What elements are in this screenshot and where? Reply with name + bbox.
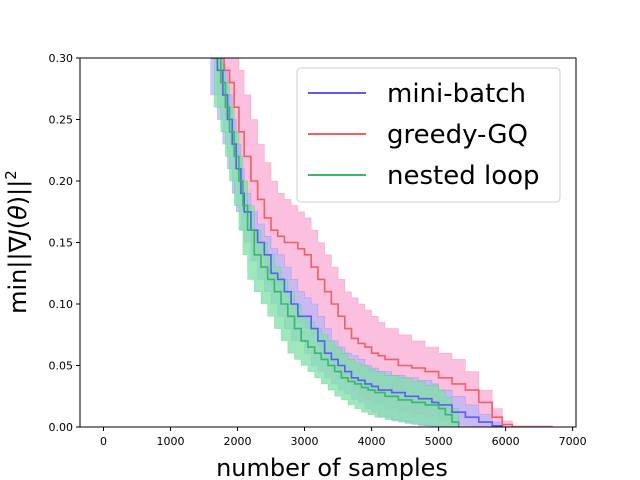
x-tick-label: 4000 [358,435,386,448]
y-label-superscript: 2 [2,170,20,180]
legend-box [296,67,561,203]
series-lines [210,58,553,427]
line-greedy-gq [217,58,553,427]
line-nested-loop [214,58,460,427]
y-tick-label: 0.25 [49,114,74,127]
axes: 0 1000 2000 3000 4000 5000 6000 7000 0.00 0.05 0.1… [49,52,587,448]
x-tick-label: 7000 [559,435,587,448]
y-label-prefix: min||∇ [4,235,32,313]
y-label-mid: ( [4,220,32,229]
y-tick-label: 0.10 [49,298,74,311]
x-tick-label: 2000 [224,435,252,448]
legend-label-greedy-gq: greedy-GQ [387,120,528,150]
x-tick-label: 3000 [291,435,319,448]
x-tick-label: 1000 [156,435,184,448]
legend: mini-batch greedy-GQ nested loop [296,67,561,203]
legend-label-mini-batch: mini-batch [387,79,526,109]
x-tick-label: 5000 [425,435,453,448]
y-label-suffix: )|| [4,180,32,206]
y-tick-label: 0.05 [49,360,74,373]
y-label-j: J [4,229,32,240]
y-label-theta: θ [4,205,32,220]
x-tick-label: 6000 [492,435,520,448]
line-mini-batch [210,58,504,427]
legend-label-nested-loop: nested loop [387,161,540,191]
x-tick-label: 0 [100,435,107,448]
x-axis-label: number of samples [216,454,448,480]
y-tick-label: 0.20 [49,175,74,188]
y-tick-label: 0.15 [49,237,74,250]
y-tick-label: 0.30 [49,52,74,65]
y-tick-label: 0.00 [49,421,74,434]
y-axis-label: min||∇J(θ)||2 [2,170,32,314]
